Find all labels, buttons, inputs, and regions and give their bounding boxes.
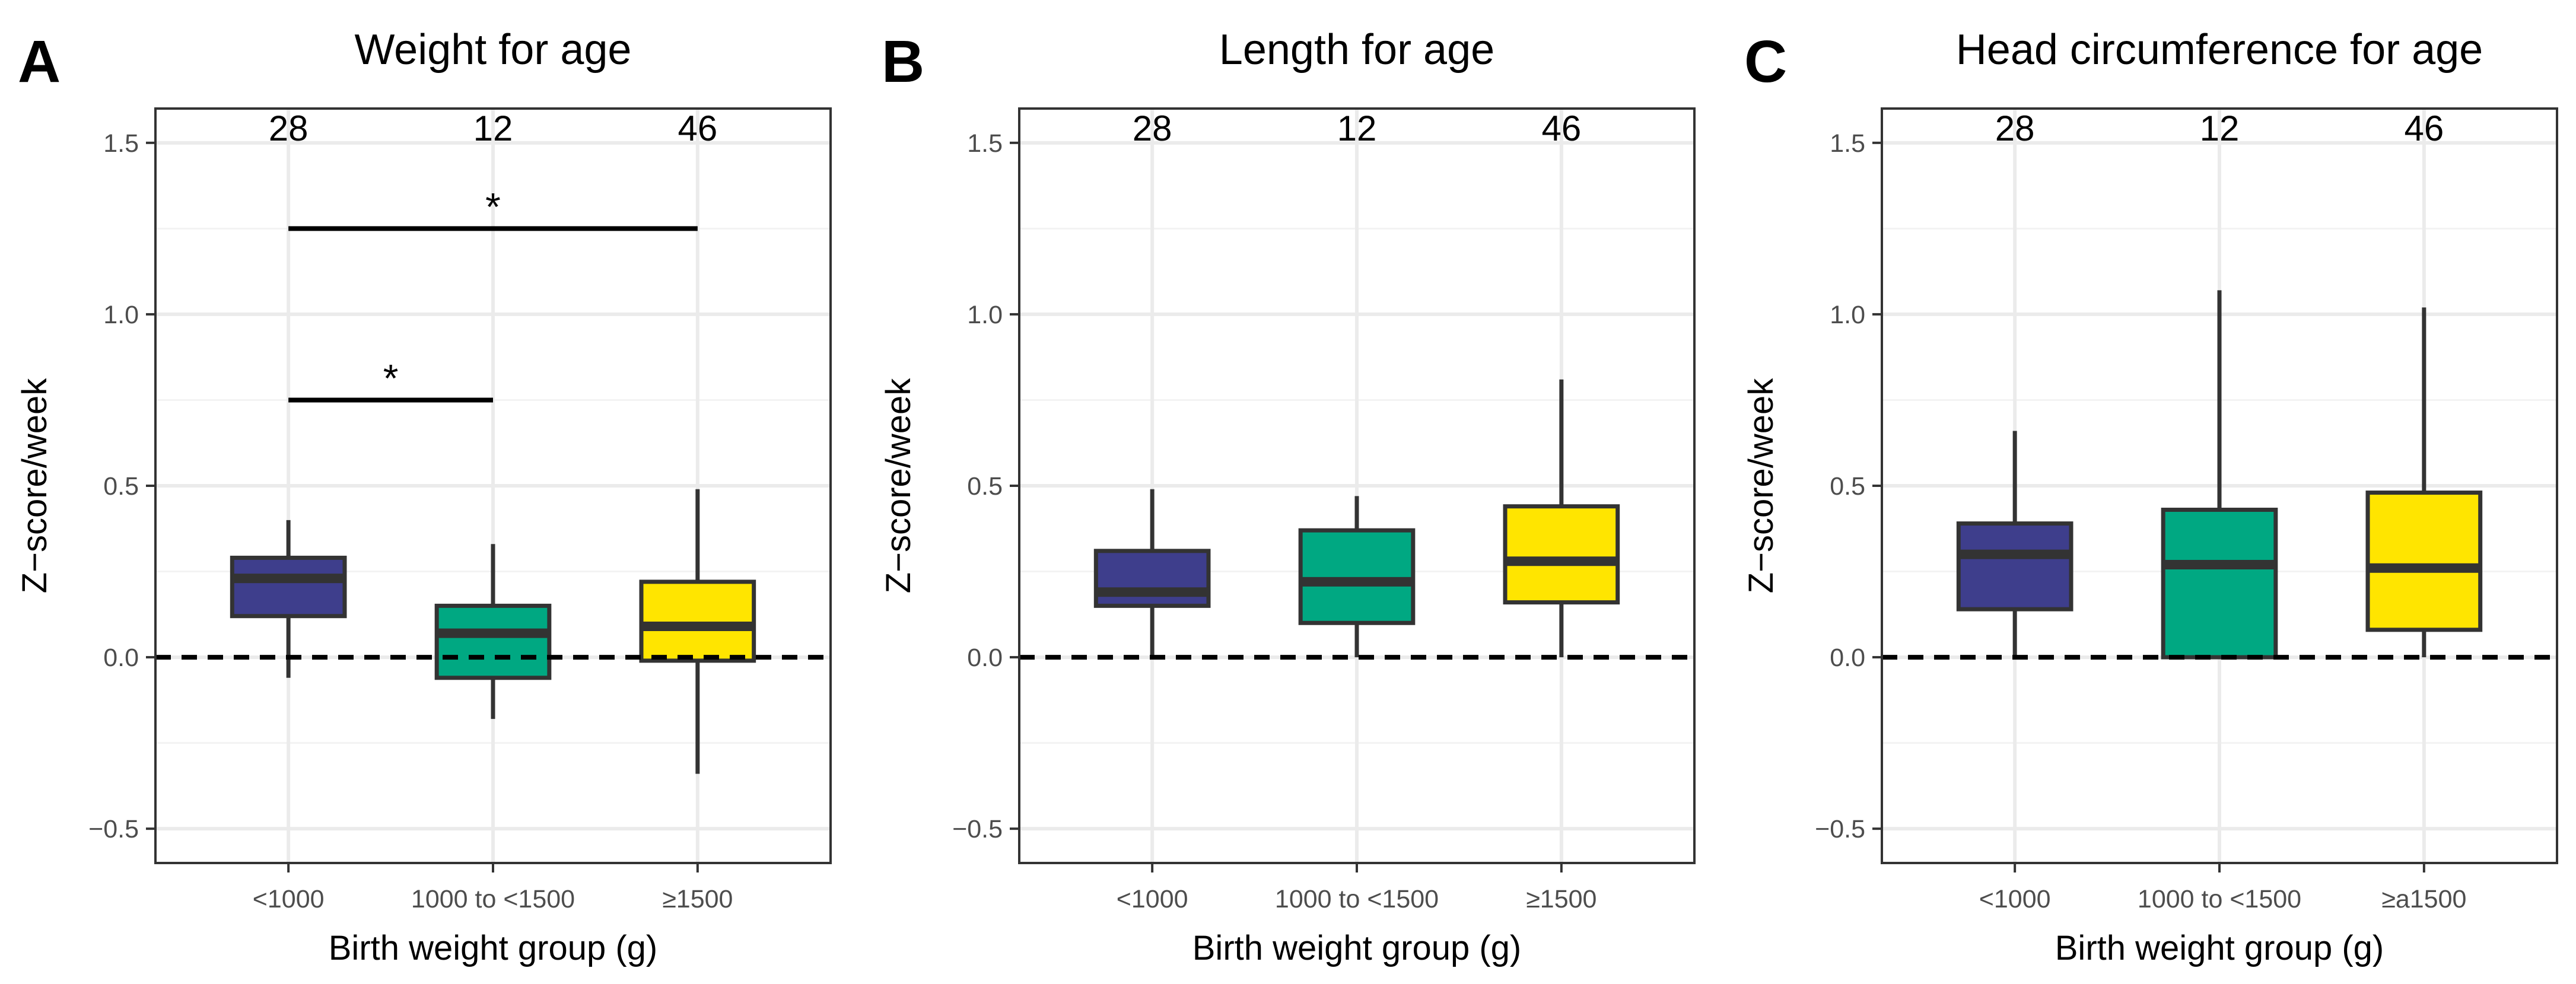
chart-panel-c: −0.5 0.0 0.5 1.0 1.5 <1000 28 1000 to <1500 12 ≥a… <box>1742 26 2558 967</box>
y-tick-label: 0.5 <box>1830 472 1865 501</box>
count-label: 28 <box>1133 109 1172 148</box>
y-tick-label: 1.5 <box>1830 129 1865 158</box>
chart-panel-a: * * −0.5 0.0 0.5 1.0 1.5 <1000 28 1000 to <1500 12… <box>15 26 832 967</box>
y-tick-label: 0.5 <box>103 472 139 501</box>
y-axis-title: Z−score/week <box>1742 378 1780 594</box>
panel-letter: A <box>18 28 61 95</box>
y-tick-label: 1.0 <box>1830 301 1865 329</box>
x-tick-label: 1000 to <1500 <box>2138 885 2301 913</box>
y-tick-label: 1.0 <box>103 301 139 329</box>
box-0 <box>1956 521 2073 612</box>
y-tick-label: 0.0 <box>1830 644 1865 672</box>
significance-star: * <box>383 356 399 400</box>
y-tick-label: 0.5 <box>967 472 1003 501</box>
x-tick-label: 1000 to <1500 <box>411 885 575 913</box>
box-2 <box>639 579 756 663</box>
x-tick-label: 1000 to <1500 <box>1275 885 1439 913</box>
box-1 <box>434 603 552 680</box>
y-tick-label: −0.5 <box>952 815 1003 843</box>
panel-letter: B <box>882 28 924 95</box>
count-label: 12 <box>473 109 513 148</box>
x-tick-label: ≥1500 <box>662 885 733 913</box>
x-axis-title: Birth weight group (g) <box>2055 929 2384 967</box>
y-tick-label: 0.0 <box>967 644 1003 672</box>
count-label: 12 <box>1337 109 1377 148</box>
x-axis-title: Birth weight group (g) <box>1192 929 1521 967</box>
chart-panel-b: −0.5 0.0 0.5 1.0 1.5 <1000 28 1000 to <1500 12 ≥1… <box>879 26 1696 967</box>
y-axis-title: Z−score/week <box>879 378 918 594</box>
box-2 <box>2365 491 2483 632</box>
y-tick-label: 1.0 <box>967 301 1003 329</box>
box-1 <box>2161 507 2278 660</box>
box-2 <box>1503 504 1620 605</box>
box-0 <box>230 555 347 619</box>
count-label: 46 <box>678 109 717 148</box>
y-axis-title: Z−score/week <box>15 378 54 594</box>
y-tick-label: −0.5 <box>88 815 139 843</box>
x-tick-label: ≥1500 <box>1526 885 1597 913</box>
count-label: 46 <box>1541 109 1581 148</box>
box-1 <box>1298 528 1416 625</box>
x-tick-label: ≥a1500 <box>2381 885 2466 913</box>
count-label: 28 <box>1995 109 2035 148</box>
y-tick-label: 1.5 <box>967 129 1003 158</box>
x-axis-title: Birth weight group (g) <box>329 929 657 967</box>
x-tick-label: <1000 <box>253 885 325 913</box>
count-label: 46 <box>2404 109 2444 148</box>
panel-letter: C <box>1744 28 1787 95</box>
y-tick-label: 0.0 <box>103 644 139 672</box>
count-label: 12 <box>2200 109 2240 148</box>
panel-title: Head circumference for age <box>1956 26 2483 74</box>
box-0 <box>1093 549 1211 608</box>
x-tick-label: <1000 <box>1117 885 1188 913</box>
panel-title: Weight for age <box>355 26 632 74</box>
y-tick-label: 1.5 <box>103 129 139 158</box>
y-tick-label: −0.5 <box>1815 815 1865 843</box>
x-tick-label: <1000 <box>1979 885 2051 913</box>
significance-star: * <box>485 184 501 228</box>
count-label: 28 <box>269 109 309 148</box>
panel-title: Length for age <box>1219 26 1494 74</box>
